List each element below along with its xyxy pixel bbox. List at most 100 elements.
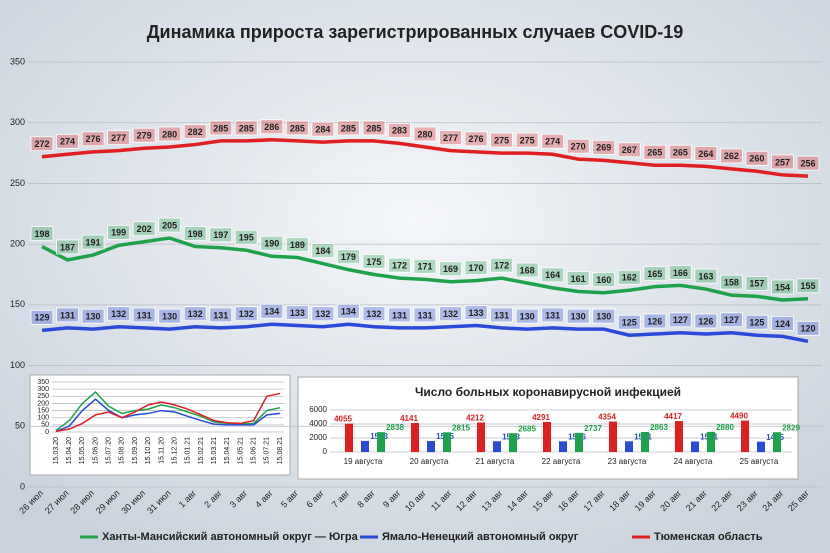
- data-label-box: [81, 308, 105, 324]
- x-tick-label: 15.12.20: [171, 437, 178, 464]
- data-label-box: [285, 305, 309, 320]
- bar: [675, 421, 683, 452]
- data-label-box: [490, 132, 514, 148]
- data-label-box: [643, 144, 667, 160]
- data-label-box: [720, 312, 743, 328]
- data-label-box: [234, 306, 258, 322]
- x-tick-label: 15.08.20: [119, 437, 126, 464]
- data-label-box: [183, 226, 207, 241]
- bar: [443, 432, 451, 452]
- data-label-box: [566, 138, 590, 154]
- data-label: 130: [520, 312, 535, 322]
- data-label: 190: [264, 239, 279, 249]
- data-label: 276: [86, 134, 101, 144]
- data-label-box: [720, 274, 743, 290]
- x-tick-label: 15.03.20: [53, 437, 60, 464]
- data-label: 125: [749, 318, 764, 328]
- data-label-box: [439, 261, 462, 277]
- data-label: 282: [188, 127, 203, 137]
- bar: [641, 431, 649, 452]
- data-line: [41, 236, 809, 302]
- data-label-box: [285, 237, 309, 252]
- bar: [361, 440, 369, 452]
- y-tick-label: 0: [45, 429, 49, 436]
- data-label-box: [336, 120, 360, 136]
- data-label-box: [745, 150, 769, 166]
- y-tick-label: 350: [10, 56, 25, 66]
- data-label: 270: [571, 142, 586, 152]
- data-label-box: [413, 258, 437, 274]
- y-tick-label: 350: [37, 379, 49, 386]
- bar: [477, 422, 485, 452]
- data-label: 171: [417, 262, 432, 272]
- y-tick-label: 50: [41, 422, 49, 429]
- data-label-box: [694, 313, 718, 329]
- data-label: 127: [673, 315, 688, 325]
- data-label-box: [668, 312, 692, 328]
- data-label: 283: [392, 126, 407, 136]
- x-tick-label: 15.01.21: [185, 437, 192, 464]
- data-label-box: [158, 308, 182, 324]
- data-label: 199: [111, 228, 126, 238]
- data-label: 274: [60, 137, 75, 147]
- x-tick-label: 15.06.21: [250, 437, 257, 464]
- data-label: 133: [290, 308, 305, 318]
- data-label-box: [362, 254, 386, 269]
- data-label: 205: [162, 220, 177, 230]
- y-tick-label: 100: [37, 415, 49, 422]
- data-label-box: [541, 267, 565, 283]
- data-label: 256: [800, 159, 815, 169]
- data-label: 285: [366, 123, 381, 133]
- data-label-box: [132, 127, 156, 143]
- y-tick-label: 100: [10, 360, 25, 370]
- data-label-box: [439, 130, 462, 146]
- data-label-box: [362, 306, 386, 322]
- data-label-box: [745, 275, 769, 291]
- data-label: 202: [137, 224, 152, 234]
- data-label: 2685: [518, 424, 536, 433]
- data-label: 158: [724, 278, 739, 288]
- data-label-box: [30, 226, 54, 241]
- y-tick-label: 0: [20, 481, 25, 491]
- data-label: 280: [417, 129, 432, 139]
- legend-label: Тюменская область: [654, 531, 763, 543]
- data-label-box: [617, 142, 641, 158]
- data-label-box: [234, 229, 258, 245]
- x-tick-label: 21 августа: [476, 457, 515, 466]
- data-label-box: [464, 305, 488, 320]
- data-label: 126: [647, 316, 662, 326]
- data-label: 125: [622, 318, 637, 328]
- x-tick-label: 15.05.20: [79, 437, 86, 464]
- data-label: 197: [213, 230, 228, 240]
- x-tick-label: 15.11.20: [158, 437, 165, 464]
- data-label-box: [490, 307, 514, 323]
- data-label-box: [464, 131, 488, 147]
- data-label: 189: [290, 240, 305, 250]
- data-line: [41, 137, 809, 178]
- data-label: 179: [341, 252, 356, 262]
- data-label: 131: [417, 310, 432, 320]
- data-label-box: [183, 306, 207, 322]
- data-label: 277: [111, 133, 126, 143]
- data-label-box: [413, 126, 437, 142]
- x-tick-label: 15.05.21: [237, 437, 244, 464]
- data-label: 4291: [532, 413, 550, 422]
- data-label-box: [311, 243, 335, 258]
- x-tick-label: 15.07.20: [106, 437, 113, 464]
- data-label: 132: [239, 309, 254, 319]
- y-tick-label: 250: [10, 178, 25, 188]
- data-label: 127: [724, 315, 739, 325]
- y-tick-label: 0: [323, 447, 328, 456]
- bar: [411, 423, 419, 452]
- data-label-box: [260, 303, 284, 319]
- data-label-box: [56, 307, 79, 323]
- data-label: 184: [315, 246, 330, 256]
- bar: [493, 441, 501, 452]
- data-label: 262: [724, 151, 739, 161]
- data-label: 269: [596, 143, 611, 153]
- data-label: 124: [775, 319, 790, 329]
- data-label: 2880: [716, 423, 734, 432]
- chart-title: Динамика прироста зарегистрированных слу…: [147, 22, 684, 42]
- bar: [345, 423, 353, 452]
